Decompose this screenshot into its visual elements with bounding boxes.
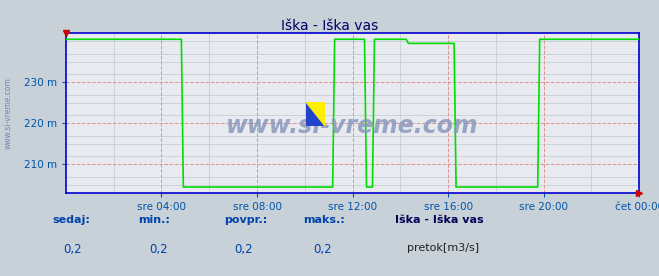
Text: pretok[m3/s]: pretok[m3/s] xyxy=(407,243,479,253)
Text: Iška - Iška vas: Iška - Iška vas xyxy=(281,19,378,33)
Text: Iška - Iška vas: Iška - Iška vas xyxy=(395,215,484,225)
Text: www.si-vreme.com: www.si-vreme.com xyxy=(226,114,479,138)
Text: min.:: min.: xyxy=(138,215,170,225)
Polygon shape xyxy=(306,102,325,126)
Text: 0,2: 0,2 xyxy=(63,243,82,256)
Text: 0,2: 0,2 xyxy=(314,243,332,256)
Text: 0,2: 0,2 xyxy=(235,243,253,256)
Polygon shape xyxy=(306,102,325,126)
Text: 0,2: 0,2 xyxy=(149,243,167,256)
Text: sedaj:: sedaj: xyxy=(53,215,90,225)
Text: www.si-vreme.com: www.si-vreme.com xyxy=(3,77,13,149)
Text: maks.:: maks.: xyxy=(303,215,345,225)
Text: povpr.:: povpr.: xyxy=(224,215,268,225)
